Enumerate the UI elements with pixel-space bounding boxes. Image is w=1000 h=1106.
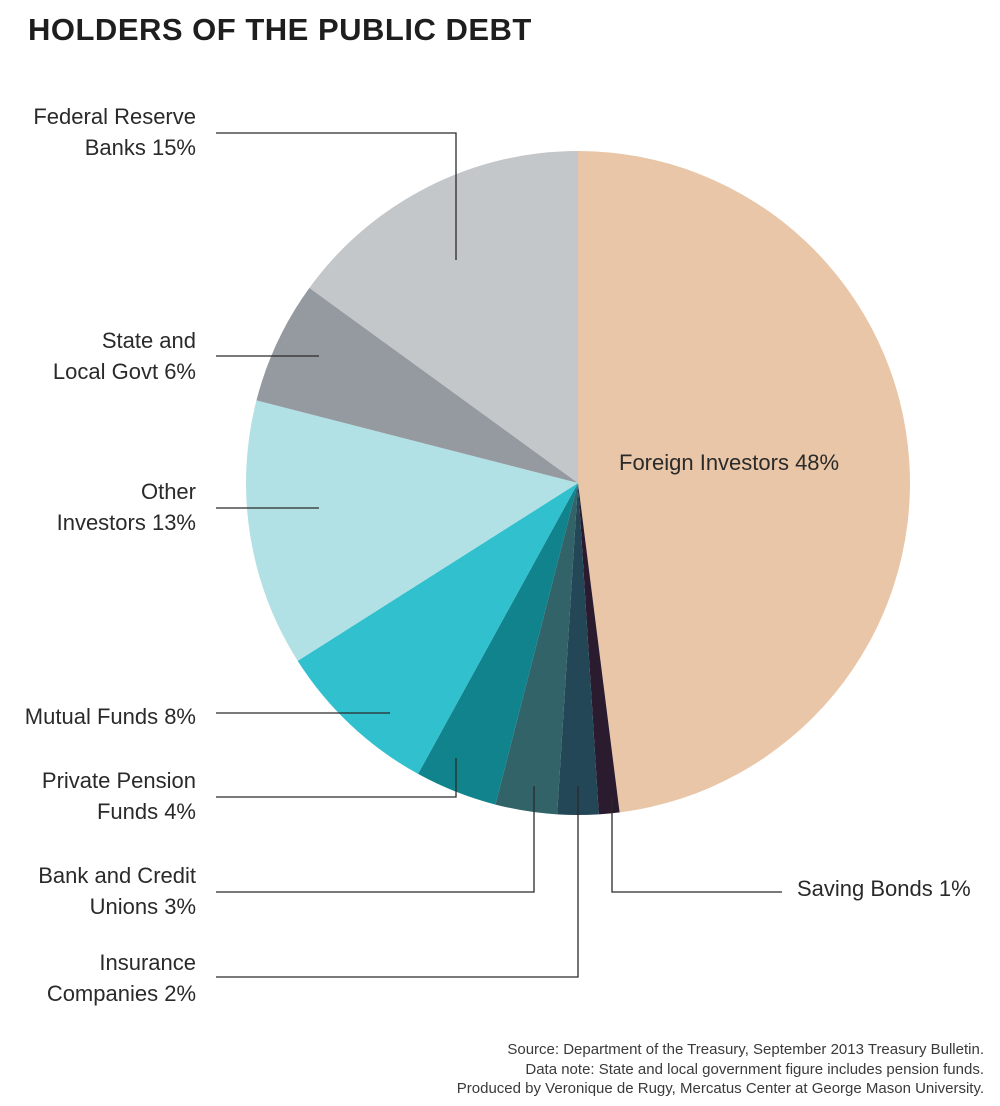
pie-slice-other-investors xyxy=(245,400,578,661)
pie-slice-mutual-funds xyxy=(297,483,578,774)
pie-slice-federal-reserve-banks xyxy=(309,151,578,483)
pie-slices xyxy=(245,151,910,815)
footnote-source: Source: Department of the Treasury, Sept… xyxy=(507,1041,984,1058)
pie-slice-insurance-companies xyxy=(557,483,599,815)
label-saving-bonds: Saving Bonds 1% xyxy=(797,876,971,901)
footnote-data-note: Data note: State and local government fi… xyxy=(525,1060,984,1078)
chart-title: HOLDERS OF THE PUBLIC DEBT xyxy=(28,12,532,47)
leader-federal-reserve-banks xyxy=(216,132,457,260)
leader-insurance-companies xyxy=(216,786,579,978)
footnote-producer: Produced by Veronique de Rugy, Mercatus … xyxy=(456,1080,984,1097)
pie-slice-foreign-investors xyxy=(578,151,910,813)
label-private-pension-funds: Private Pension Funds 4% xyxy=(41,768,196,824)
label-mutual-funds: Mutual Funds 8% xyxy=(24,704,196,729)
footnotes: Source: Department of the Treasury, Sept… xyxy=(457,1040,984,1099)
pie-slice-saving-bonds xyxy=(578,483,620,815)
pie-slice-bank-and-credit-unions xyxy=(495,483,578,815)
label-state-and-local-govt: State and Local Govt 6% xyxy=(52,328,196,384)
label-federal-reserve-banks: Federal Reserve Banks 15% xyxy=(33,104,196,160)
leader-bank-and-credit-unions xyxy=(216,786,535,893)
leader-private-pension-funds xyxy=(216,758,457,798)
label-foreign-investors: Foreign Investors 48% xyxy=(619,450,840,475)
label-bank-and-credit-unions: Bank and Credit Unions 3% xyxy=(38,863,196,919)
pie-slice-private-pension-funds xyxy=(418,483,578,805)
leader-saving-bonds xyxy=(611,797,782,893)
leader-lines xyxy=(216,132,782,978)
label-insurance-companies: Insurance Companies 2% xyxy=(46,950,196,1006)
label-other-investors: Other Investors 13% xyxy=(56,479,196,535)
pie-slice-state-and-local-govt xyxy=(256,287,578,483)
